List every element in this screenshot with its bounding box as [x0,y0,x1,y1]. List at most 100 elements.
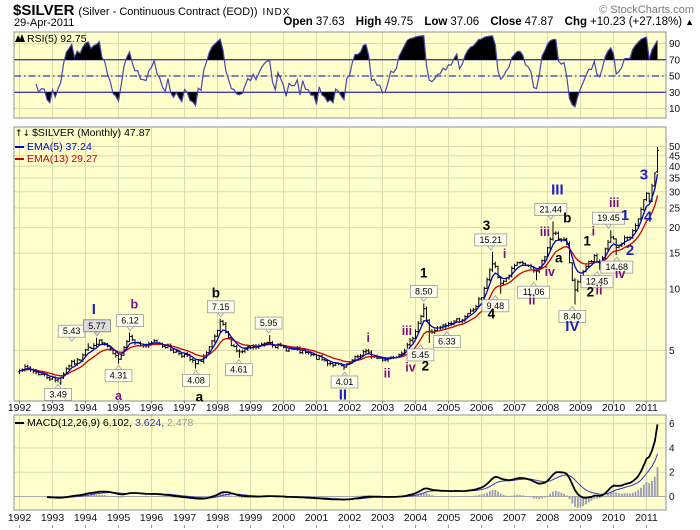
callout-box [116,314,144,328]
year-label: 2005 [437,402,461,414]
macd-histogram-bar [637,490,640,497]
macd-histogram-bar [579,496,582,508]
ema5-legend-label: EMA(5) 37.24 [27,140,92,153]
price-callout: 7.15 [206,300,235,318]
macd-histogram-bar [98,494,101,497]
change-label: Chg [564,16,587,28]
macd-histogram-bar [604,495,607,497]
callout-box [592,211,625,225]
year-label: 1995 [107,402,131,414]
wave-label: ii [529,293,536,307]
year-label: 1995 [107,512,131,524]
macd-histogram-bar [651,480,653,497]
chart-header: $SILVER (Silver - Continuous Contract (EO… [13,2,290,19]
price-callout: 3.49 [44,383,72,401]
macd-histogram-bar [642,484,645,497]
macd-histogram-bar [552,491,554,497]
macd-histogram-bar [483,493,486,497]
macd-signal-value: 3.624, [134,417,165,429]
price-callout: 4.01 [330,371,359,389]
macd-histogram-bar [491,490,494,497]
macd-histogram-bar [634,491,637,497]
price-legend-title: $SILVER (Monthly) 47.87 [32,127,151,139]
macd-histogram-bar [521,495,524,497]
macd-histogram-bar [365,495,367,497]
year-label: 2010 [602,402,626,414]
year-label: 2008 [536,402,560,414]
callout-box [206,300,235,314]
year-label: 1996 [140,512,164,524]
price-callout: 6.33 [433,330,461,349]
macd-histogram-bar [458,496,461,497]
wave-label: i [503,247,506,261]
rsi-extreme-fill [568,92,580,107]
price-axis-label: 5 [669,346,675,357]
wave-label: b [563,210,571,225]
macd-histogram-bar [136,496,139,497]
macd-histogram-bar [444,496,447,497]
macd-histogram-bar [576,496,579,508]
macd-histogram-bar [629,493,631,497]
close-value: 47.87 [524,16,554,28]
macd-histogram-bar [323,496,326,498]
macd-histogram-bar [422,492,425,497]
price-callout: 21.44 [534,203,568,221]
macd-histogram-bar [59,496,62,497]
macd-histogram-bar [128,496,131,497]
macd-histogram-bar [150,496,153,497]
macd-histogram-bar [565,495,568,497]
macd-histogram-bar [356,495,359,497]
macd-histogram-bar [601,496,604,498]
macd-histogram-bar [153,496,156,497]
year-label: 2006 [470,402,494,414]
macd-histogram-bar [488,491,491,497]
callout-value: 4.61 [230,365,248,375]
rsi-axis-label: 30 [669,88,681,99]
wave-label: III [551,181,564,198]
rsi-extreme-fill [398,35,426,60]
macd-histogram-bar [442,496,444,497]
macd-histogram-bar [447,496,450,497]
callout-box [481,299,510,313]
macd-legend-label: MACD(12,26,9) 6.102, [27,417,133,429]
macd-histogram-bar [431,495,433,497]
price-axis-label: 35 [669,174,681,185]
macd-histogram-bar [587,496,590,503]
macd-histogram-bar [480,494,483,497]
rsi-line [35,35,659,108]
macd-histogram-bar [362,495,365,497]
callout-value: 4.08 [187,376,205,386]
rsi-panel-bg [14,32,666,118]
macd-histogram-bar [92,494,95,497]
ema13-swatch [15,158,24,161]
symbol: $SILVER [13,2,75,19]
rsi-extreme-fill [187,92,198,106]
macd-histogram-bar [631,492,634,497]
macd-histogram-bar [123,496,125,498]
year-label: 2008 [536,512,560,524]
macd-histogram-bar [312,496,315,497]
macd-histogram-bar [585,496,587,505]
callout-box [433,335,461,349]
macd-histogram-bar [486,492,488,497]
macd-histogram-bar [200,496,202,498]
price-callout: 8.50 [409,285,438,303]
chart-date: 29-Apr-2011 [14,17,75,29]
macd-histogram-bar [527,496,530,497]
macd-histogram-bar [653,476,656,497]
callout-value: 19.45 [597,213,620,223]
macd-histogram-bar [310,496,312,497]
price-axis-label: 10 [669,285,681,296]
macd-axis-label: 0 [669,492,675,503]
macd-histogram-bar [574,496,576,507]
year-label: 2004 [404,512,428,524]
ema5-line [19,173,659,379]
callout-value: 5.77 [88,321,106,331]
macd-histogram-bar [359,495,362,497]
year-label: 2007 [503,402,527,414]
high-value: 49.75 [384,16,414,28]
callout-value: 11.06 [523,287,545,297]
year-label: 1993 [41,512,65,524]
macd-histogram-bar [596,496,598,499]
macd-histogram-bar [417,493,420,497]
